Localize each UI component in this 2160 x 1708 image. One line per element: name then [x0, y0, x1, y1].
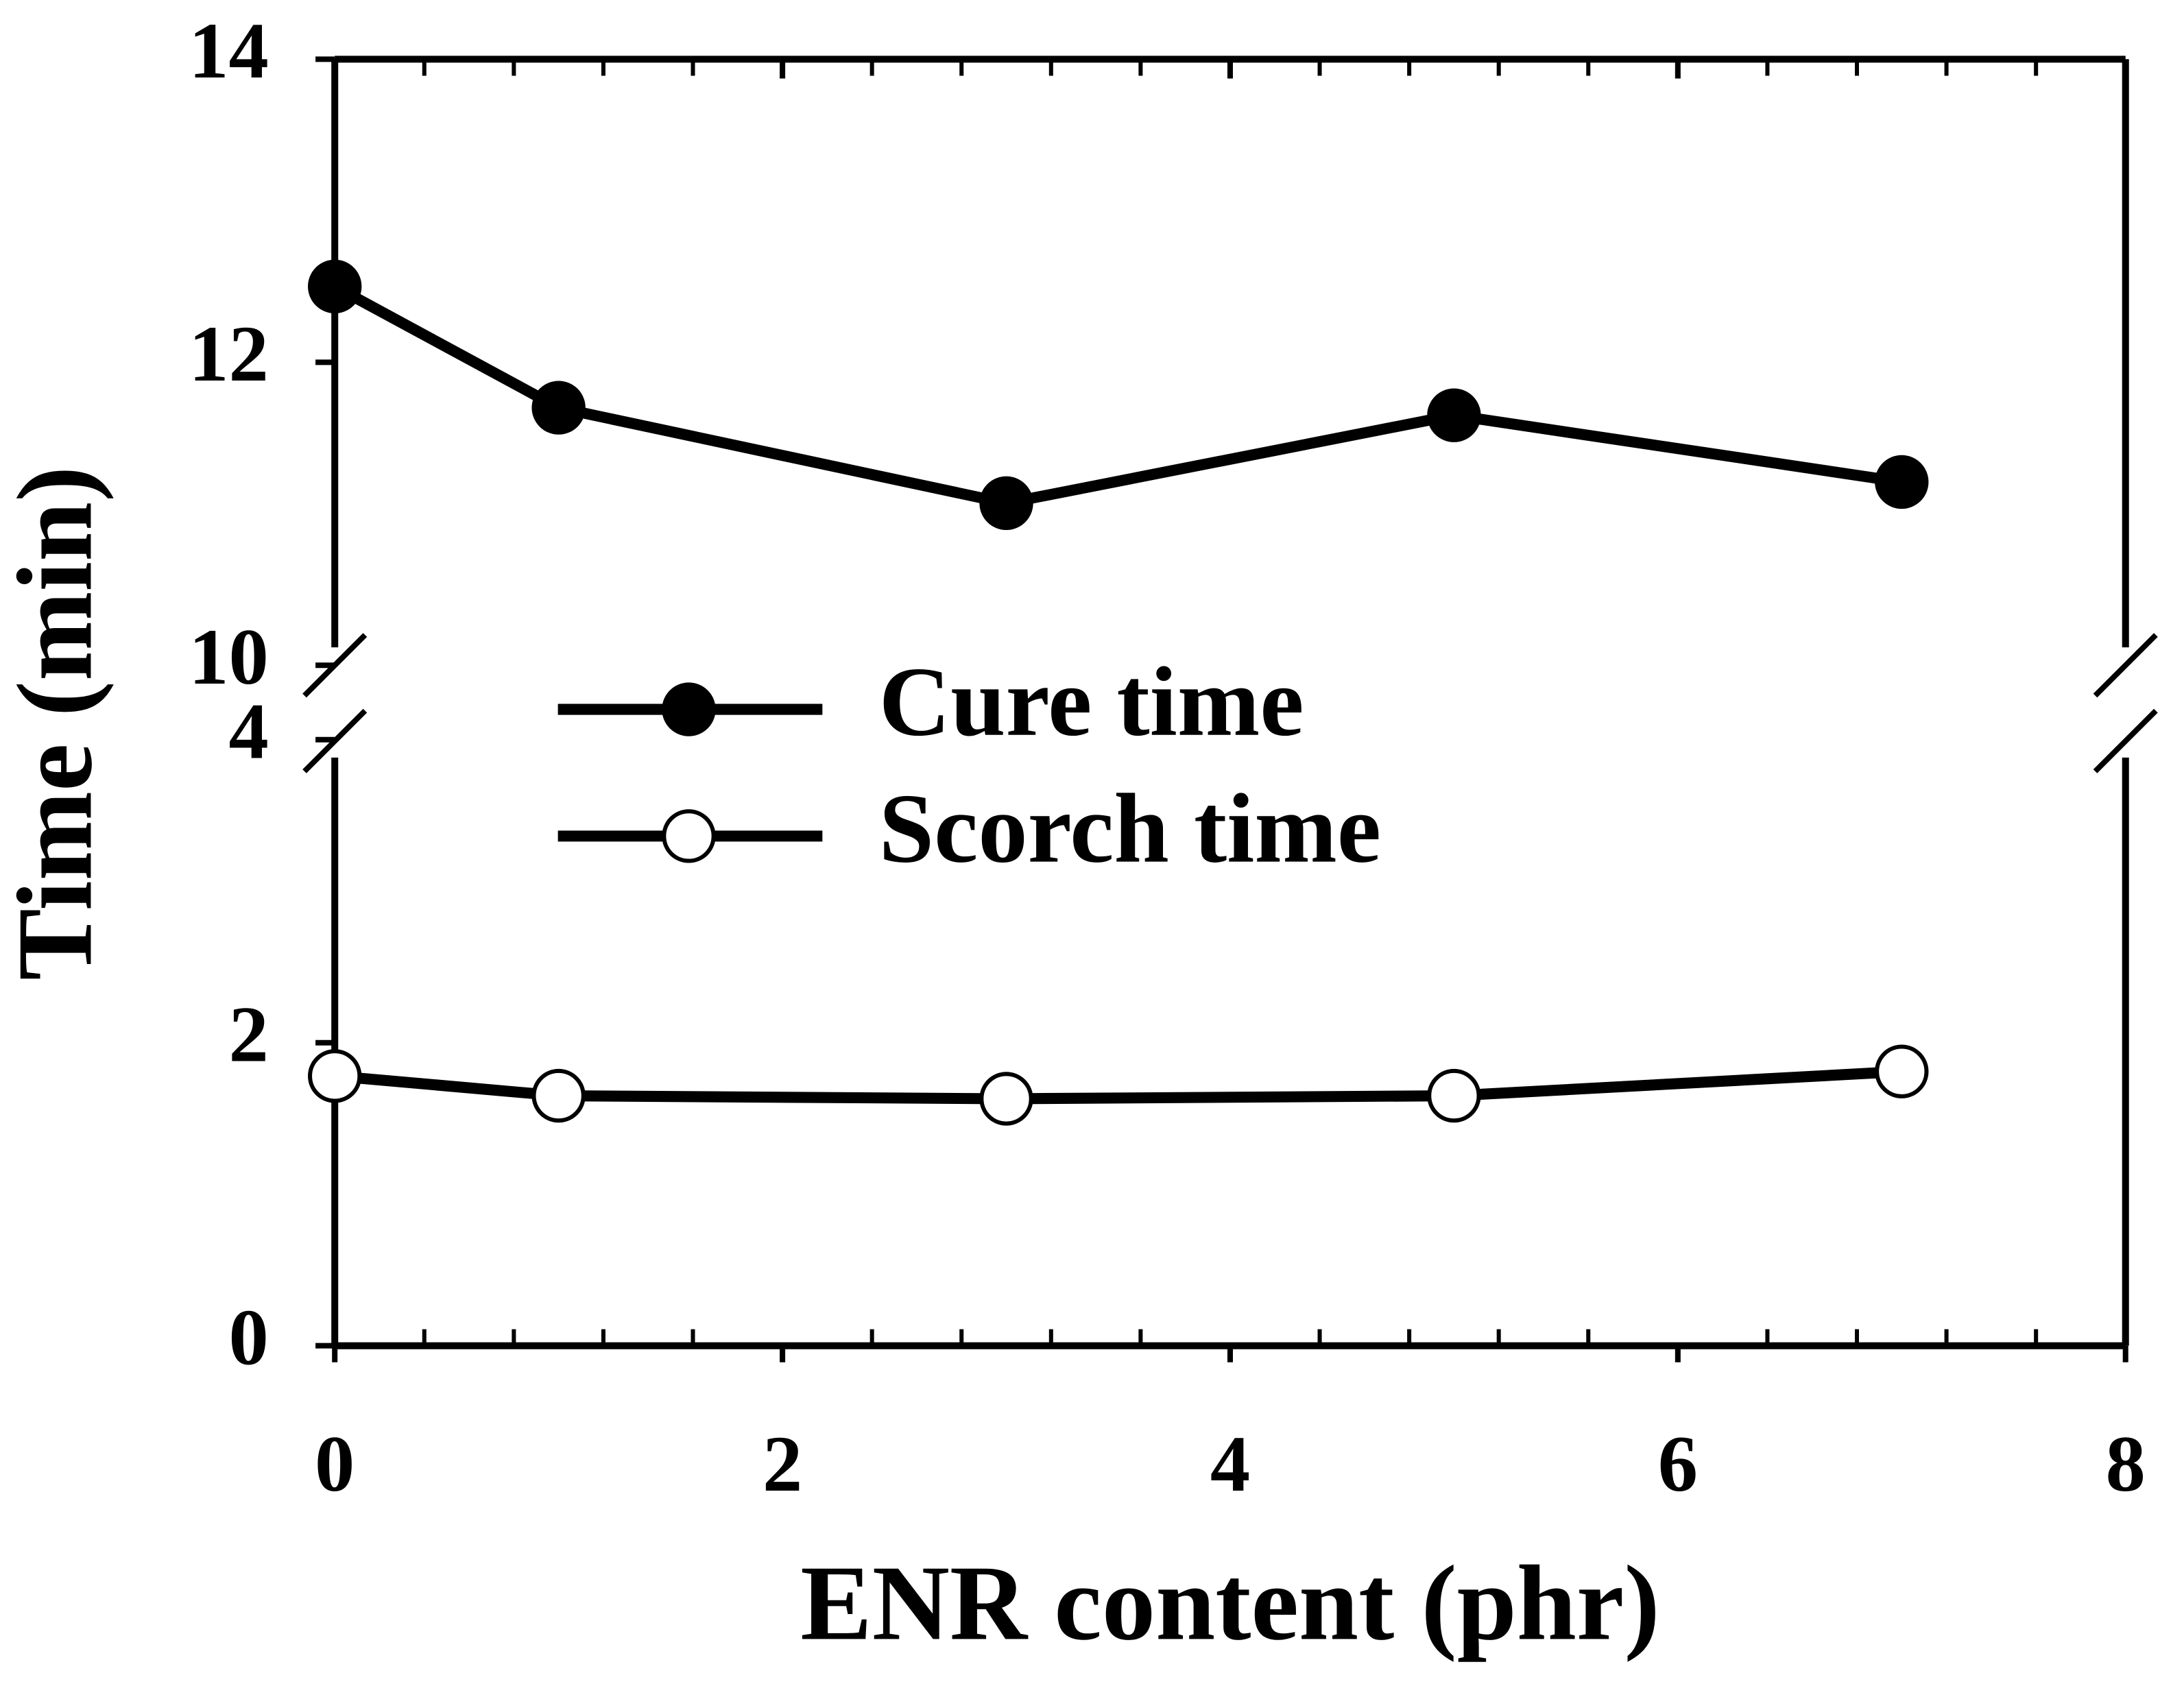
data-point — [308, 259, 362, 314]
data-point — [1427, 388, 1481, 442]
data-point — [979, 476, 1033, 531]
data-point — [531, 381, 586, 435]
y-tick-label: 4 — [229, 687, 269, 775]
legend-label: Scorch time — [879, 774, 1381, 884]
x-tick-label: 4 — [1210, 1420, 1250, 1508]
y-tick-label: 2 — [229, 990, 269, 1079]
data-point — [1427, 1068, 1481, 1123]
data-point — [531, 1068, 586, 1123]
legend-label: Cure time — [879, 647, 1304, 757]
data-point — [979, 1072, 1033, 1126]
x-axis-title: ENR content (phr) — [800, 1543, 1659, 1662]
legend-marker — [662, 809, 716, 863]
axis-break — [2093, 633, 2158, 698]
x-tick-label: 2 — [763, 1420, 802, 1508]
y-tick-label: 12 — [189, 310, 268, 398]
legend-marker — [662, 682, 716, 736]
x-tick-label: 8 — [2106, 1420, 2146, 1508]
data-point — [1875, 1044, 1929, 1098]
data-point — [308, 1049, 362, 1103]
y-tick-label: 10 — [189, 613, 268, 701]
y-tick-label: 14 — [189, 7, 268, 95]
y-axis-title: Time (min) — [0, 466, 114, 981]
data-point — [1875, 455, 1929, 509]
x-tick-label: 0 — [315, 1420, 355, 1508]
axis-break — [2093, 708, 2158, 773]
x-tick-label: 6 — [1658, 1420, 1698, 1508]
y-tick-label: 0 — [229, 1293, 269, 1382]
